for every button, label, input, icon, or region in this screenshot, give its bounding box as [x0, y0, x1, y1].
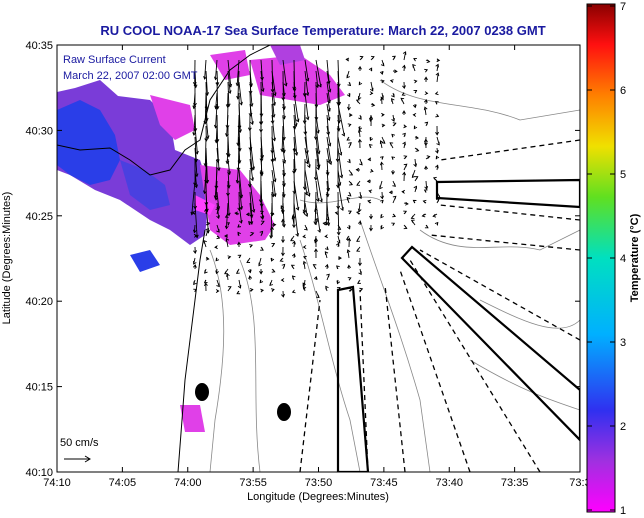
station-marker — [277, 403, 291, 421]
x-tick-label: 73:3 — [569, 477, 590, 489]
colorbar-tick-label: 3 — [620, 337, 626, 349]
coastline-south — [177, 229, 206, 472]
x-tick-label: 73:50 — [305, 477, 333, 489]
colorbar-label: Temperature (°C) — [629, 213, 641, 302]
colorbar-tick-label: 6 — [620, 85, 626, 97]
x-tick-label: 73:40 — [435, 477, 463, 489]
y-tick-label: 40:10 — [25, 467, 53, 479]
colorbar-tick-label: 1 — [620, 505, 626, 517]
y-tick-label: 40:15 — [25, 382, 53, 394]
colorbar-tick-label: 7 — [620, 1, 626, 13]
map-title: RU COOL NOAA-17 Sea Surface Temperature:… — [100, 23, 545, 38]
x-axis-label: Longitude (Degrees:Minutes) — [247, 491, 389, 503]
x-tick-label: 73:55 — [239, 477, 267, 489]
radar-beam-lines — [299, 139, 580, 472]
surface-current-vectors — [190, 51, 441, 299]
y-tick-label: 40:25 — [25, 211, 53, 223]
y-tick-label: 40:30 — [25, 125, 53, 137]
colorbar-ticks: 7 6 5 4 3 2 1 — [587, 1, 626, 517]
y-tick-label: 40:35 — [25, 40, 53, 52]
x-axis: 74:10 74:05 74:00 73:55 73:50 73:45 73:40 73:35… — [43, 45, 591, 489]
legend-line-2: March 22, 2007 02:00 GMT — [63, 70, 198, 82]
coastline — [57, 45, 271, 176]
y-axis-label: Latitude (Degrees:Minutes) — [1, 192, 13, 325]
colorbar-tick-label: 5 — [620, 169, 626, 181]
radar-sectors — [336, 178, 580, 472]
plot-area: Raw Surface Current March 22, 2007 02:00… — [57, 45, 580, 472]
colorbar-tick-label: 4 — [620, 253, 626, 265]
scale-arrow — [64, 455, 91, 463]
station-marker — [195, 383, 209, 401]
scale-label: 50 cm/s — [60, 437, 99, 449]
x-tick-label: 73:45 — [370, 477, 398, 489]
legend-line-1: Raw Surface Current — [63, 54, 166, 66]
x-tick-label: 74:05 — [109, 477, 137, 489]
colorbar-tick-label: 2 — [620, 421, 626, 433]
x-tick-label: 73:35 — [501, 477, 529, 489]
y-tick-label: 40:20 — [25, 296, 53, 308]
y-axis: 40:35 40:30 40:25 40:20 40:15 40:10 — [25, 40, 580, 479]
x-tick-label: 74:00 — [174, 477, 202, 489]
x-tick-label: 74:10 — [43, 477, 71, 489]
